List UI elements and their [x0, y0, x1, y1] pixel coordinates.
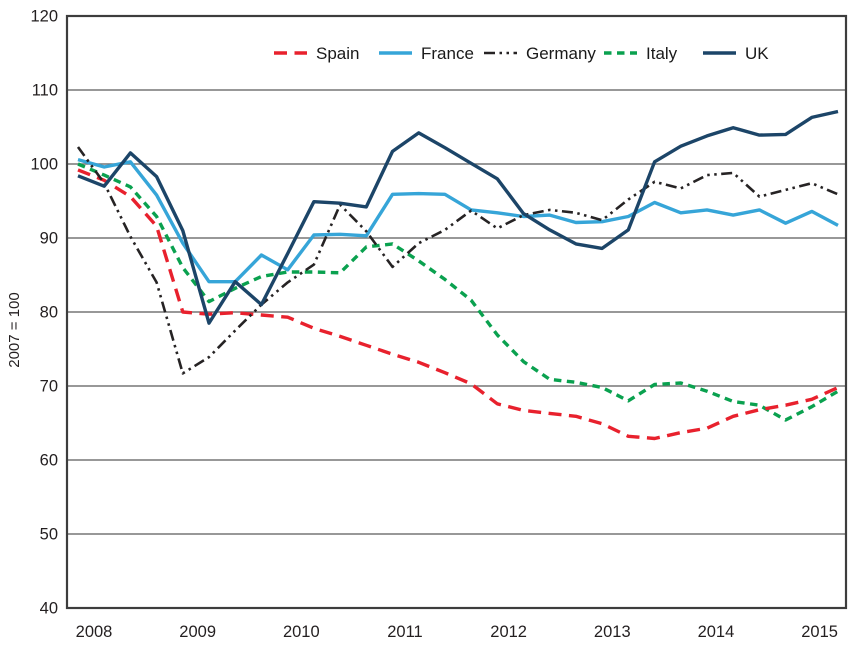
y-axis-title: 2007 = 100 [6, 292, 23, 368]
x-axis-tick-label: 2009 [179, 623, 216, 641]
legend-item-spain: Spain [274, 44, 359, 63]
series-line-germany [76, 146, 839, 375]
x-axis-tick-label: 2008 [76, 623, 113, 641]
y-axis-tick-label: 100 [30, 156, 58, 174]
legend-item-italy: Italy [604, 44, 678, 63]
legend-item-germany: Germany [484, 44, 596, 63]
y-axis-tick-label: 60 [40, 452, 58, 470]
y-axis-tick-label: 50 [40, 526, 58, 544]
legend-label-germany: Germany [526, 44, 596, 63]
legend-item-france: France [379, 44, 474, 63]
y-axis-tick-label: 120 [30, 8, 58, 26]
legend-item-uk: UK [703, 44, 769, 63]
legend-label-france: France [421, 44, 474, 63]
x-axis-tick-label: 2013 [594, 623, 631, 641]
y-axis-tick-label: 110 [32, 82, 58, 100]
series-line-uk [77, 109, 839, 325]
x-axis-tick-label: 2012 [490, 623, 527, 641]
series-line-spain [77, 168, 839, 441]
legend-label-italy: Italy [646, 44, 678, 63]
x-axis-tick-label: 2015 [801, 623, 838, 641]
y-axis-tick-label: 80 [40, 304, 58, 322]
legend-label-spain: Spain [316, 44, 359, 63]
y-axis-tick-label: 70 [40, 378, 58, 396]
x-axis-tick-label: 2014 [698, 623, 735, 641]
y-axis-tick-label: 90 [40, 230, 58, 248]
plot-border [65, 14, 848, 610]
series-line-france [77, 157, 839, 284]
x-axis-tick-label: 2011 [387, 623, 422, 641]
y-axis-tick-label: 40 [40, 600, 58, 618]
x-axis-tick-label: 2010 [283, 623, 320, 641]
legend-label-uk: UK [745, 44, 769, 63]
